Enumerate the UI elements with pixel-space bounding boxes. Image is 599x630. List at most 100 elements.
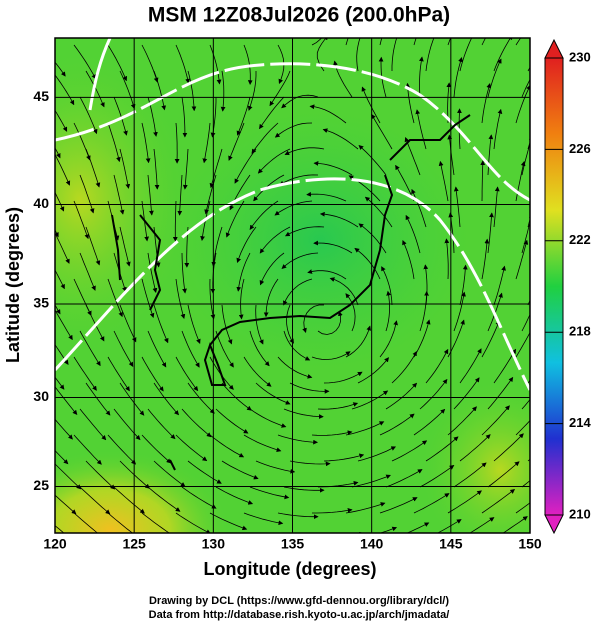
streamline: [402, 239, 415, 280]
streamline: [209, 148, 223, 189]
streamline: [228, 122, 245, 161]
streamline: [141, 434, 172, 464]
streamline: [481, 320, 500, 358]
streamline: [493, 265, 506, 306]
streamline: [215, 486, 254, 505]
streamline: [358, 144, 387, 176]
streamline: [107, 122, 121, 163]
streamline: [418, 56, 424, 98]
streamline: [283, 278, 313, 306]
streamline: [459, 264, 468, 306]
streamline: [323, 371, 363, 384]
streamline: [175, 278, 186, 319]
streamline: [379, 320, 398, 358]
streamline: [269, 70, 291, 107]
streamline: [85, 226, 101, 266]
streamline: [181, 96, 188, 138]
streamline: [79, 330, 101, 367]
streamline: [55, 304, 61, 315]
streamline: [357, 446, 397, 462]
streamline: [502, 516, 528, 533]
streamline: [55, 418, 73, 440]
streamline: [79, 408, 107, 441]
streamline: [204, 174, 217, 215]
streamline: [55, 386, 78, 416]
streamline: [521, 78, 530, 98]
streamline: [481, 489, 516, 514]
streamline: [85, 382, 111, 416]
streamline: [515, 331, 530, 358]
streamline: [209, 44, 222, 85]
streamline: [381, 266, 393, 306]
y-tick-label: 25: [33, 477, 49, 493]
streamline: [319, 211, 359, 228]
colorbar-tick-label: 210: [569, 506, 591, 521]
streamline: [289, 460, 331, 467]
streamline: [480, 160, 486, 202]
streamline: [222, 539, 260, 552]
streamline: [147, 252, 158, 293]
streamline: [453, 462, 487, 488]
streamline: [359, 531, 365, 533]
streamline: [107, 512, 134, 533]
streamline: [73, 512, 99, 533]
streamline: [238, 278, 245, 320]
streamline: [55, 376, 65, 390]
streamline: [79, 174, 95, 214]
streamline: [187, 460, 222, 484]
streamline: [257, 148, 291, 174]
y-tick-label: 35: [33, 295, 49, 311]
streamline: [487, 58, 502, 98]
colorbar-tick-label: 226: [569, 141, 591, 156]
streamline: [153, 304, 169, 344]
streamline: [251, 122, 279, 154]
streamline: [255, 382, 291, 405]
streamline: [419, 378, 448, 410]
streamline: [283, 486, 325, 493]
streamline: [419, 465, 455, 488]
streamline: [361, 86, 381, 124]
streamline: [306, 191, 347, 202]
streamline: [487, 134, 494, 176]
streamline: [79, 96, 98, 135]
streamline: [119, 70, 136, 110]
streamline: [357, 357, 389, 384]
streamline: [481, 38, 486, 46]
streamline: [312, 507, 353, 514]
x-tick-label: 130: [202, 536, 226, 552]
streamline: [221, 304, 233, 345]
streamline: [209, 512, 248, 531]
streamline: [113, 486, 145, 514]
colorbar-extend: [544, 514, 564, 535]
streamline: [249, 486, 290, 500]
streamline: [379, 497, 418, 514]
streamline: [187, 70, 197, 112]
colorbar-tick-label: 214: [569, 415, 591, 430]
streamline: [405, 214, 421, 254]
streamline: [119, 382, 145, 416]
streamline: [253, 174, 285, 202]
contour-line: [55, 62, 530, 202]
streamline: [322, 128, 359, 150]
streamline: [459, 434, 491, 462]
streamline: [358, 223, 387, 254]
y-tick-label: 45: [33, 88, 49, 104]
streamline: [317, 402, 359, 410]
streamline: [487, 376, 514, 410]
streamline: [521, 313, 530, 332]
footer-line: Data from http://database.rish.kyoto-u.a…: [149, 609, 450, 621]
streamline: [371, 113, 393, 150]
streamline: [447, 490, 482, 514]
streamline: [153, 70, 167, 111]
streamline: [259, 252, 285, 286]
streamline: [307, 269, 347, 280]
streamline: [493, 38, 513, 72]
streamline: [175, 512, 212, 533]
streamline: [281, 94, 319, 109]
warm-region: [55, 450, 230, 533]
streamline: [249, 408, 287, 428]
streamline: [487, 212, 494, 254]
streamline: [521, 135, 530, 176]
streamline: [175, 356, 199, 392]
streamline: [85, 148, 101, 188]
